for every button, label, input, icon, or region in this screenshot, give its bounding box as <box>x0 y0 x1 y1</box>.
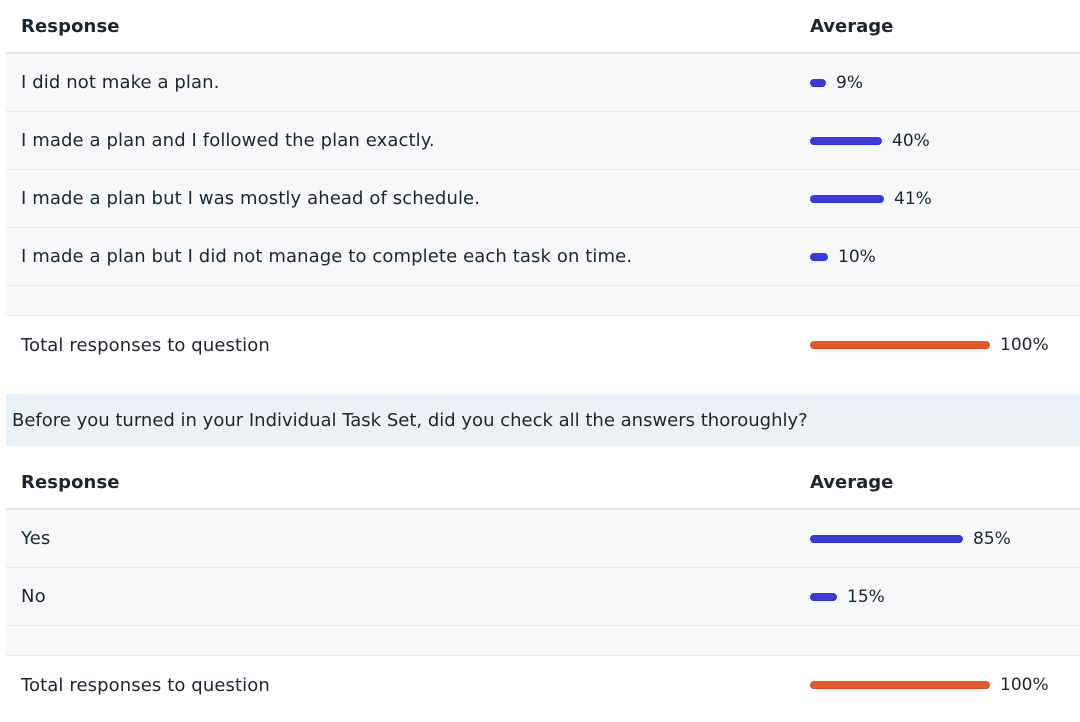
table-row: I made a plan but I was mostly ahead of … <box>6 170 1080 228</box>
results-table-2: Response Average Yes 85% No 15% Total re… <box>6 456 1080 714</box>
table-row: Yes 85% <box>6 510 1080 568</box>
average-cell: 85% <box>810 529 1011 549</box>
response-label: I did not make a plan. <box>21 72 220 93</box>
response-label: No <box>21 586 46 607</box>
percent-bar <box>810 252 828 261</box>
table-row: I made a plan but I did not manage to co… <box>6 228 1080 286</box>
total-label: Total responses to question <box>21 674 270 696</box>
total-label: Total responses to question <box>21 334 270 356</box>
table-header: Response Average <box>6 0 1080 54</box>
percent-value: 40% <box>892 130 930 151</box>
total-percent-value: 100% <box>1000 335 1049 355</box>
percent-value: 15% <box>847 586 885 607</box>
table-row: I did not make a plan. 9% <box>6 54 1080 112</box>
table-row: No 15% <box>6 568 1080 626</box>
response-label: I made a plan but I was mostly ahead of … <box>21 188 481 209</box>
response-label: I made a plan but I did not manage to co… <box>21 246 633 267</box>
percent-bar <box>810 592 837 601</box>
total-cell: 100% <box>810 675 1049 695</box>
percent-value: 9% <box>836 72 863 93</box>
results-table-1: Response Average I did not make a plan. … <box>6 0 1080 374</box>
average-cell: 41% <box>810 189 932 209</box>
table-spacer <box>6 626 1080 656</box>
percent-bar <box>810 194 884 203</box>
total-cell: 100% <box>810 335 1049 355</box>
average-cell: 9% <box>810 73 863 93</box>
response-label: I made a plan and I followed the plan ex… <box>21 130 435 151</box>
response-label: Yes <box>21 528 51 549</box>
average-cell: 15% <box>810 587 885 607</box>
question-banner: Before you turned in your Individual Tas… <box>6 394 1080 446</box>
average-column-header: Average <box>810 15 894 37</box>
average-cell: 10% <box>810 247 876 267</box>
average-cell: 40% <box>810 131 930 151</box>
average-column-header: Average <box>810 471 894 493</box>
percent-bar <box>810 136 882 145</box>
response-column-header: Response <box>21 15 120 37</box>
table-row: I made a plan and I followed the plan ex… <box>6 112 1080 170</box>
table-header: Response Average <box>6 456 1080 510</box>
total-bar <box>810 341 990 349</box>
total-row: Total responses to question 100% <box>6 656 1080 714</box>
percent-value: 85% <box>973 528 1011 549</box>
response-column-header: Response <box>21 471 120 493</box>
total-row: Total responses to question 100% <box>6 316 1080 374</box>
total-bar <box>810 681 990 689</box>
table-spacer <box>6 286 1080 316</box>
percent-bar <box>810 78 826 87</box>
percent-value: 10% <box>838 246 876 267</box>
percent-bar <box>810 534 963 543</box>
total-percent-value: 100% <box>1000 675 1049 695</box>
percent-value: 41% <box>894 188 932 209</box>
